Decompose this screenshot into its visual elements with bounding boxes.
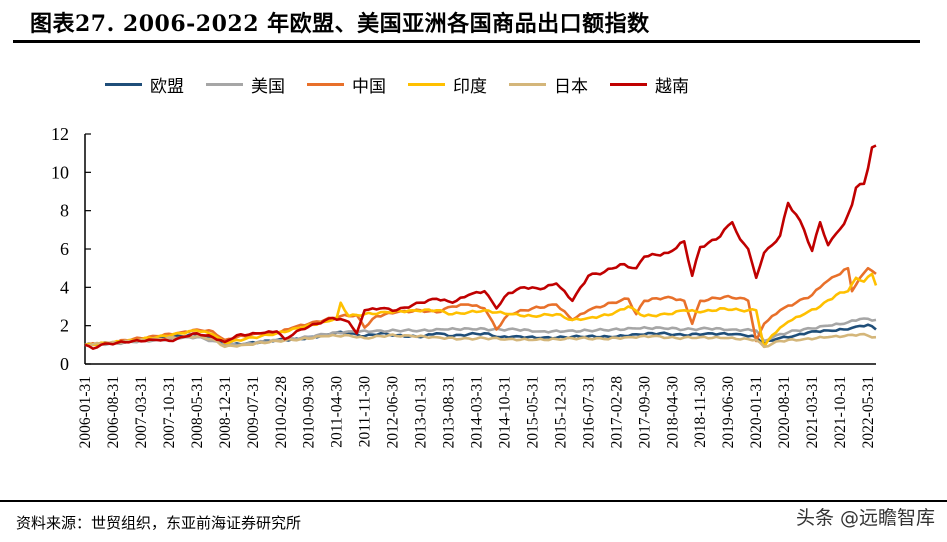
legend-item-india: 印度: [408, 72, 487, 97]
legend-label: 越南: [655, 76, 689, 97]
series-lines: [84, 144, 878, 351]
y-axis: 0 2 4 6 8 10 12: [51, 124, 91, 374]
legend-swatch-vietnam: [610, 82, 647, 86]
x-tick-label: 2017-02-28: [608, 376, 625, 449]
x-tick-label: 2008-05-31: [189, 376, 206, 448]
x-tick-label: 2020-01-31: [748, 376, 765, 448]
y-tick-label: 6: [60, 239, 69, 259]
y-tick-label: 0: [60, 354, 69, 374]
x-tick-label: 2011-04-30: [329, 376, 346, 448]
legend-label: 美国: [251, 76, 285, 97]
y-tick-label: 2: [60, 316, 69, 336]
legend-item-eu: 欧盟: [105, 72, 184, 97]
chart-title: 图表27. 2006-2022 年欧盟、美国亚洲各国商品出口额指数: [30, 11, 650, 37]
series-line: [84, 144, 877, 351]
series-line: [84, 332, 877, 349]
x-tick-label: 2016-07-31: [580, 376, 597, 448]
x-tick-label: 2018-04-30: [664, 376, 681, 449]
x-tick-label: 2010-02-28: [273, 376, 290, 449]
x-tick-label: 2012-06-30: [385, 376, 402, 449]
y-tick-label: 4: [60, 277, 69, 297]
legend-swatch-china: [307, 82, 344, 86]
x-tick-label: 2014-03-31: [469, 376, 486, 448]
x-tick-label: 2017-09-30: [636, 376, 653, 449]
line-chart: 0 2 4 6 8 10 12 2006-01-31 2006-08-31 2007-03-31…: [51, 124, 878, 449]
series-line: [84, 272, 878, 349]
x-tick-label: 2013-08-31: [441, 376, 458, 448]
x-tick-label: 2019-06-30: [720, 376, 737, 449]
x-tick-label: 2006-01-31: [77, 376, 94, 448]
x-tick-label: 2022-05-31: [860, 376, 877, 448]
title-divider: [13, 40, 920, 43]
x-tick-label: 2015-12-31: [552, 376, 569, 448]
chart-legend: 欧盟 美国 中国 印度 日本 越南: [105, 72, 711, 97]
x-axis: 2006-01-31 2006-08-31 2007-03-31 2007-10-31…: [77, 363, 877, 449]
x-tick-label: 2006-08-31: [105, 376, 122, 448]
x-tick-label: 2014-10-31: [496, 376, 513, 448]
watermark: 头条 @远瞻智库: [795, 507, 935, 529]
legend-swatch-eu: [105, 82, 142, 86]
x-tick-label: 2013-01-31: [413, 376, 430, 448]
x-tick-label: 2009-07-31: [245, 376, 262, 448]
y-tick-label: 12: [51, 124, 69, 144]
legend-label: 中国: [352, 76, 386, 97]
x-tick-label: 2011-11-30: [357, 376, 374, 447]
legend-label: 欧盟: [150, 76, 184, 97]
legend-label: 印度: [453, 76, 487, 97]
legend-item-us: 美国: [206, 72, 285, 97]
source-note: 资料来源：世贸组织，东亚前海证券研究所: [16, 514, 302, 532]
x-tick-label: 2007-10-31: [161, 376, 178, 448]
legend-swatch-us: [206, 82, 243, 86]
legend-item-vietnam: 越南: [610, 72, 689, 97]
y-tick-label: 8: [60, 201, 69, 221]
legend-item-japan: 日本: [509, 72, 588, 97]
footer-divider: [0, 500, 947, 502]
x-tick-label: 2021-10-31: [832, 376, 849, 448]
x-tick-label: 2018-11-30: [692, 376, 709, 448]
x-tick-label: 2010-09-30: [301, 376, 318, 449]
series-line: [84, 266, 877, 347]
x-tick-label: 2015-05-31: [524, 376, 541, 448]
y-tick-label: 10: [51, 162, 69, 182]
x-tick-label: 2007-03-31: [133, 376, 150, 448]
x-tick-label: 2021-03-31: [804, 376, 821, 448]
x-tick-label: 2008-12-31: [217, 376, 234, 448]
legend-item-china: 中国: [307, 72, 386, 97]
legend-swatch-india: [408, 82, 445, 86]
legend-label: 日本: [554, 76, 588, 97]
x-tick-label: 2020-08-31: [776, 376, 793, 448]
legend-swatch-japan: [509, 82, 546, 86]
